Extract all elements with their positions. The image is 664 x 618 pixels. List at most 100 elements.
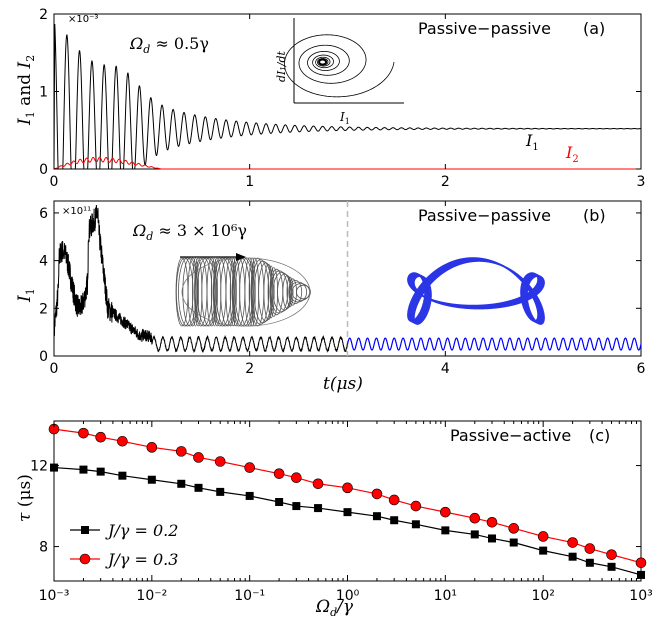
- legend-marker-square: [81, 526, 89, 534]
- gray-loop: [175, 257, 194, 327]
- gray-loop: [213, 257, 232, 327]
- panel-b-plot: [53, 205, 642, 354]
- point-circle: [469, 512, 481, 524]
- point-square: [292, 502, 301, 511]
- panel-a-inset: dI₁/dt I1: [275, 18, 404, 126]
- point-square: [50, 463, 58, 472]
- panel-c-xtick-label: 10⁻³: [39, 588, 70, 604]
- panel-c-legend: J/γ = 0.2 J/γ = 0.3: [70, 521, 178, 569]
- panel-b-xtick-label: 4: [441, 361, 450, 377]
- gray-loop: [288, 279, 303, 304]
- series-transient-line: [53, 205, 348, 354]
- panel-a-annotation: Ωd ≈ 0.5γ: [129, 34, 209, 56]
- inset-spiral-path: [284, 34, 395, 98]
- panel-a-ylabel: I1 and I2: [15, 55, 37, 126]
- panel-a-ticks: 0 1 2 3 0 1 2: [39, 7, 645, 190]
- point-square: [245, 491, 254, 500]
- point-circle: [410, 500, 422, 512]
- point-square: [488, 534, 497, 543]
- point-square: [637, 570, 645, 579]
- panel-a-xtick-label: 0: [50, 174, 59, 190]
- inset-xlabel: I1: [339, 110, 350, 126]
- panel-b-xtick-label: 6: [637, 361, 646, 377]
- panel-c-ytick-label: 8: [39, 540, 48, 556]
- point-circle: [117, 435, 128, 447]
- point-circle: [146, 442, 158, 453]
- panel-c-xtick-label: 10⁰: [336, 588, 360, 604]
- gray-loop: [286, 276, 294, 308]
- panel-b-xtick-label: 2: [245, 361, 254, 377]
- panel-c-ticks: 10⁻³ 10⁻² 10⁻¹ 10⁰ 10¹ 10² 10³ 8 12: [30, 421, 653, 604]
- panel-c-plot: [48, 423, 647, 579]
- point-square: [216, 487, 225, 496]
- panel-a-ytick-label: 2: [39, 7, 48, 23]
- point-square: [79, 465, 88, 474]
- point-square: [539, 546, 548, 555]
- legend-label-j03: J/γ = 0.3: [105, 550, 178, 569]
- panel-b-gray-trajectory: [175, 257, 311, 327]
- panel-a-label: (a): [583, 19, 605, 38]
- panel-b-ticks: 0 2 4 6 0 2 4 6: [39, 201, 646, 377]
- panel-b-title: Passive−passive: [418, 206, 551, 225]
- panel-b-ytick-label: 4: [39, 254, 48, 270]
- point-square: [470, 530, 479, 539]
- point-square: [441, 526, 450, 535]
- gray-loop: [289, 281, 308, 303]
- panel-a-ytick-label: 0: [39, 162, 48, 178]
- point-circle: [214, 456, 226, 467]
- point-circle: [175, 446, 187, 457]
- point-circle: [388, 494, 400, 506]
- panel-c-xtick-label: 10⁻²: [136, 588, 167, 604]
- point-circle: [193, 452, 204, 463]
- legend-marker-circle: [79, 553, 91, 565]
- gray-outline: [181, 257, 311, 327]
- point-circle: [291, 472, 302, 484]
- legend-entry-j02: J/γ = 0.2: [70, 521, 178, 540]
- point-square: [275, 498, 284, 507]
- point-circle: [584, 543, 596, 554]
- panel-c-xlabel: Ωd/γ: [315, 597, 354, 618]
- inset-ylabel: dI₁/dt: [275, 50, 288, 82]
- blue-loop: [413, 260, 545, 325]
- series-line-1: [53, 428, 642, 564]
- panel-c-xtick-label: 10⁻¹: [234, 588, 265, 604]
- series-label-i2: I2: [565, 143, 579, 165]
- panel-a-plot: [53, 24, 641, 170]
- panel-b-scale-note: ×10¹¹: [62, 206, 91, 217]
- gray-loop: [194, 257, 213, 327]
- panel-c: 10⁻³ 10⁻² 10⁻¹ 10⁰ 10¹ 10² 10³ 8 12 Passive−acti…: [15, 420, 653, 618]
- gray-loop: [229, 257, 237, 327]
- panel-c-xtick-label: 10²: [531, 588, 554, 604]
- point-circle: [567, 537, 578, 548]
- gray-loop: [253, 260, 273, 324]
- panel-b-xtick-label: 0: [50, 361, 59, 377]
- point-square: [177, 479, 186, 488]
- gray-loop: [210, 257, 218, 327]
- gray-loop: [272, 271, 292, 312]
- point-square: [411, 520, 420, 529]
- gray-loop: [196, 257, 216, 327]
- gray-loop: [251, 259, 270, 325]
- point-circle: [342, 482, 353, 494]
- gray-loop: [215, 257, 235, 327]
- point-square: [509, 538, 518, 547]
- panel-b-ytick-label: 0: [39, 349, 48, 365]
- panel-c-ytick-label: 12: [30, 459, 48, 475]
- gray-loop: [178, 257, 197, 327]
- panel-a-title: Passive−passive: [418, 19, 551, 38]
- panel-b-ylabel: I1: [15, 288, 37, 303]
- point-circle: [312, 478, 324, 490]
- panel-b-ytick-label: 6: [39, 206, 48, 222]
- point-square: [314, 504, 323, 513]
- panel-a-xtick-label: 3: [637, 174, 646, 190]
- point-square: [585, 558, 594, 567]
- panel-c-xtick-label: 10³: [629, 588, 652, 604]
- panel-c-ylabel: τ (μs): [15, 474, 35, 522]
- point-circle: [606, 549, 617, 560]
- panel-a-xtick-label: 2: [441, 174, 450, 190]
- panel-c-label: (c): [589, 426, 610, 445]
- legend-label-j02: J/γ = 0.2: [105, 521, 178, 540]
- point-circle: [95, 431, 106, 443]
